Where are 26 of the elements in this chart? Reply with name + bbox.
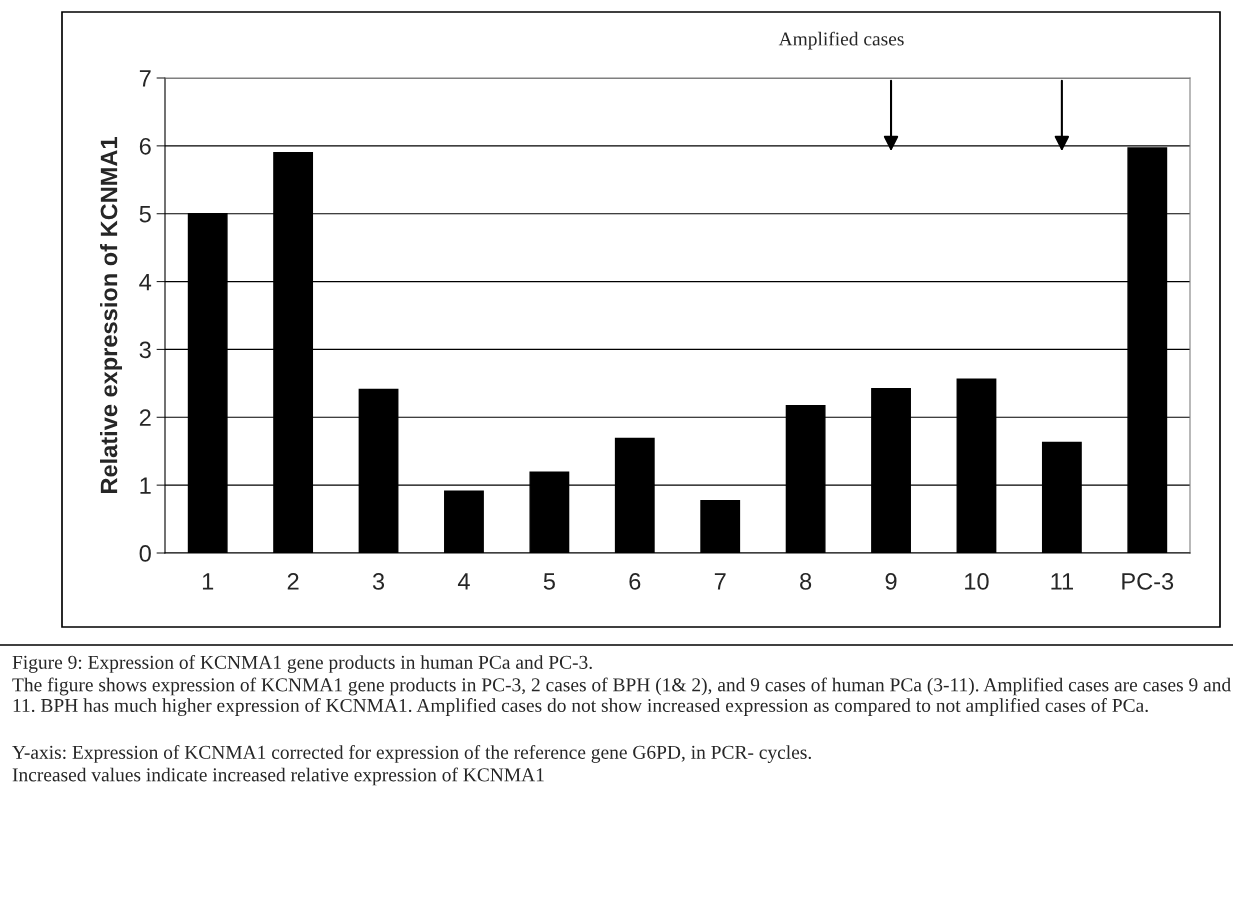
y-tick-label: 4: [139, 273, 152, 291]
x-tick-label: 5: [543, 573, 555, 590]
text: The figure shows expression of KCNMA1 gene products in PC-3, 2 cases of BPH (1& 2), and 9 cases of human PCa (3-11). Amplified cases are cases 9 and 11. BPH has much higher expression of KCNMA1. Amplified cases do not show increased expression as compared to not amplified cases of PCa.: [12, 677, 1231, 717]
x-tick-label: 1: [202, 573, 214, 590]
y-tick-label: 7: [139, 70, 151, 87]
x-tick-label: PC-3: [1122, 573, 1174, 590]
y-tick-label: 6: [139, 137, 151, 155]
x-tick-label: 10: [965, 573, 989, 590]
y-tick-label: 5: [139, 206, 151, 223]
x-tick-label: 8: [800, 573, 812, 590]
x-tick-label: 11: [1051, 573, 1073, 590]
x-tick-label: 9: [885, 573, 897, 590]
text: Y-axis: Expression of KCNMA1 corrected for expression of the reference gene G6PD, in PCR- cycles.: [12, 745, 811, 763]
x-tick-label: 6: [629, 573, 641, 590]
y-tick-label: 0: [139, 545, 151, 562]
y-axis-title: Relative expression of KCNMA1: [100, 137, 123, 494]
y-tick-label: 3: [139, 341, 151, 359]
text: Increased values indicate increased relative expression of KCNMA1: [12, 767, 544, 786]
y-tick-label: 2: [139, 409, 151, 426]
x-tick-label: 3: [372, 573, 385, 590]
text: Amplified cases: [778, 31, 904, 50]
y-tick-label: 1: [140, 477, 151, 494]
caption: Figure 9: Expression of KCNMA1 gene products in human PCa and PC-3.: [12, 655, 592, 673]
x-tick-label: 2: [287, 573, 299, 590]
x-tick-label: 7: [714, 573, 726, 590]
x-tick-label: 4: [457, 573, 470, 590]
